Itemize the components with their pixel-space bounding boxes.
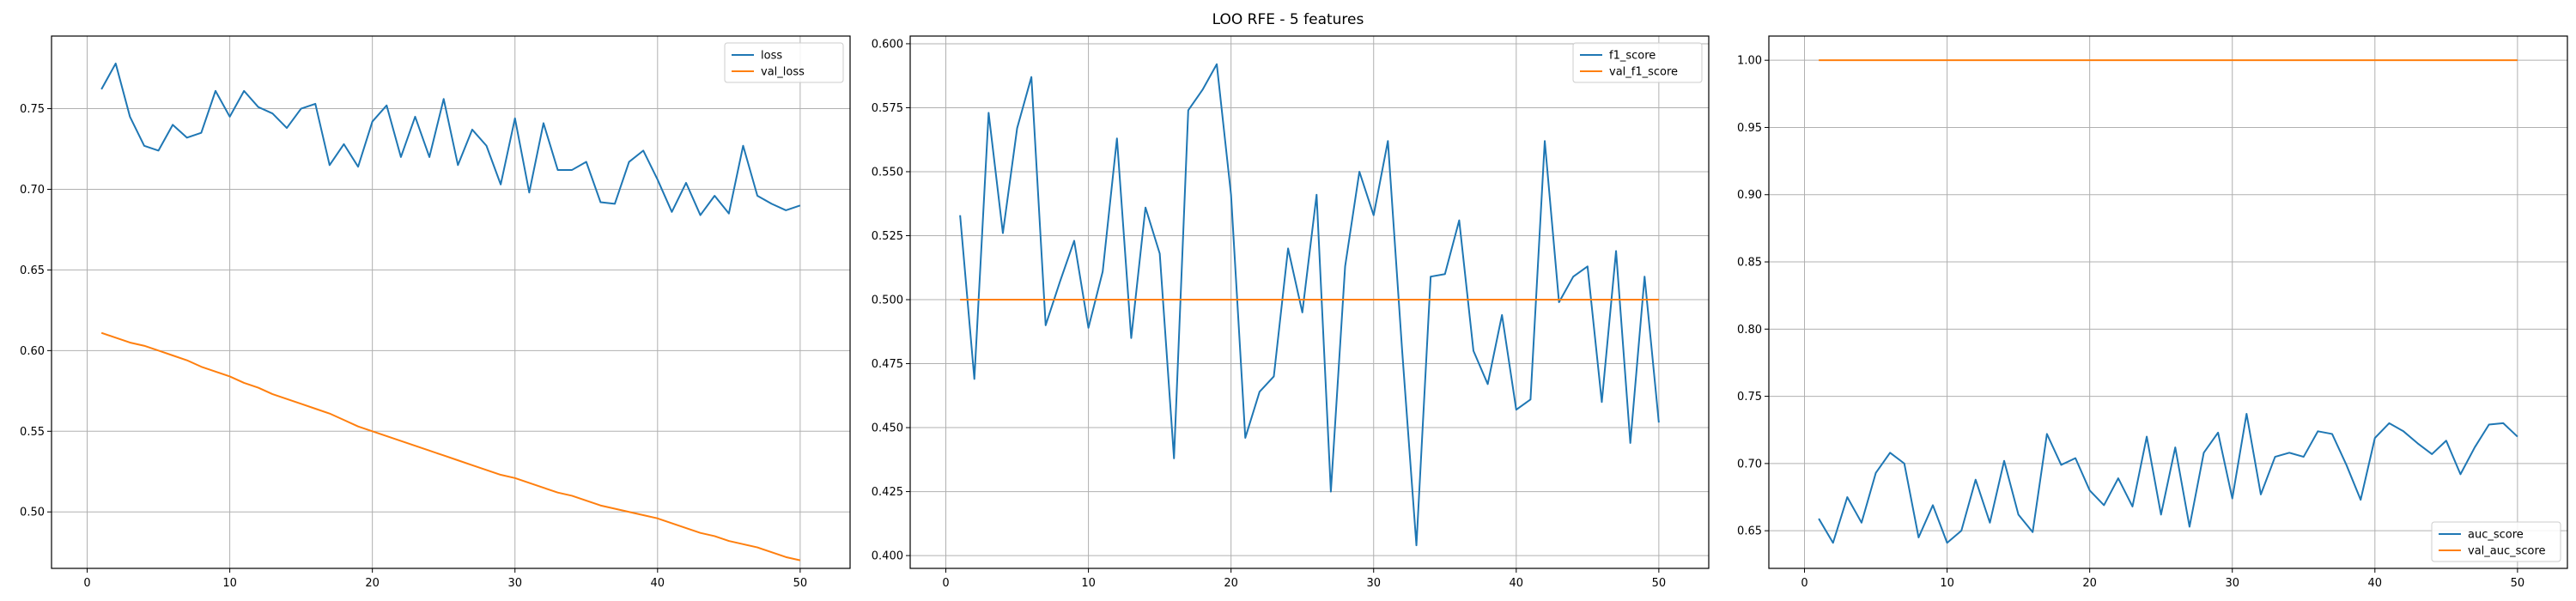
y-tick-label: 0.70 [20, 184, 45, 197]
y-tick-label: 1.00 [1737, 55, 1762, 68]
x-tick-label: 50 [2511, 577, 2525, 590]
x-tick-label: 10 [1940, 577, 1954, 590]
y-tick-label: 0.80 [1737, 324, 1762, 337]
f1-score-panel: 0 10 20 30 40 50 0.400 0.425 0.450 0.475 0.500 0.52… [872, 35, 1710, 590]
y-tick-label: 0.65 [20, 264, 45, 277]
series-line-val-loss [100, 331, 801, 562]
y-tick-label: 0.75 [20, 103, 45, 116]
y-tick-label: 0.475 [872, 358, 903, 371]
x-tick-label: 0 [942, 577, 949, 590]
legend: auc_score val_auc_score [2431, 521, 2561, 562]
axes-frame [1768, 35, 2568, 569]
x-tick-label: 0 [1801, 577, 1807, 590]
x-tick-label: 10 [222, 577, 237, 590]
axes-frame [51, 35, 851, 569]
x-tick-label: 0 [83, 577, 90, 590]
y-tick-label: 0.70 [1737, 458, 1762, 470]
x-tick-label: 40 [651, 577, 665, 590]
legend-entry-auc-score: auc_score [2468, 529, 2524, 542]
series-line-auc-score [1818, 412, 2518, 544]
subplots: 0 10 20 30 40 50 0.50 0.55 0.60 0.65 0.70 0.75 loss v… [20, 35, 2568, 590]
y-tick-label: 0.500 [872, 294, 903, 307]
y-tick-label: 0.95 [1737, 122, 1762, 135]
auc-score-panel: 0 10 20 30 40 50 0.65 0.70 0.75 0.80 0.85 0.90 0.95 1… [1737, 35, 2568, 590]
x-tick-label: 50 [1652, 577, 1667, 590]
series-line-f1-score [959, 63, 1660, 547]
y-tick-label: 0.90 [1737, 189, 1762, 202]
legend: f1_score val_f1_score [1572, 42, 1703, 83]
y-tick-label: 0.575 [872, 102, 903, 115]
legend-box [724, 42, 844, 83]
y-tick-label: 0.425 [872, 486, 903, 499]
legend-entry-val-f1-score: val_f1_score [1609, 66, 1678, 79]
x-tick-label: 30 [2225, 577, 2239, 590]
loss-panel: 0 10 20 30 40 50 0.50 0.55 0.60 0.65 0.70 0.75 loss v… [20, 35, 851, 590]
legend-entry-loss: loss [761, 50, 782, 63]
legend-box [2431, 521, 2561, 562]
axes-frame [909, 35, 1710, 569]
x-tick-label: 30 [1366, 577, 1381, 590]
y-tick-label: 0.55 [20, 426, 45, 439]
x-tick-label: 10 [1081, 577, 1096, 590]
x-tick-label: 30 [507, 577, 522, 590]
y-tick-label: 0.600 [872, 38, 903, 51]
y-tick-label: 0.65 [1737, 525, 1762, 538]
y-tick-label: 0.550 [872, 166, 903, 179]
x-tick-label: 40 [2368, 577, 2383, 590]
figure-title: LOO RFE - 5 features [1212, 11, 1364, 28]
y-tick-label: 0.525 [872, 230, 903, 243]
x-tick-label: 50 [793, 577, 808, 590]
legend: loss val_loss [724, 42, 844, 83]
y-tick-label: 0.50 [20, 507, 45, 519]
legend-entry-f1-score: f1_score [1609, 50, 1656, 63]
x-tick-label: 20 [365, 577, 380, 590]
series-line-loss [100, 62, 801, 216]
y-tick-label: 0.400 [872, 550, 903, 563]
legend-box [1572, 42, 1703, 83]
x-tick-label: 40 [1510, 577, 1524, 590]
legend-entry-val-auc-score: val_auc_score [2468, 545, 2546, 558]
y-tick-label: 0.450 [872, 422, 903, 435]
y-tick-label: 0.85 [1737, 257, 1762, 270]
y-tick-label: 0.60 [20, 345, 45, 358]
x-tick-label: 20 [2082, 577, 2097, 590]
legend-entry-val-loss: val_loss [761, 66, 805, 79]
x-tick-label: 20 [1224, 577, 1238, 590]
y-tick-label: 0.75 [1737, 391, 1762, 404]
